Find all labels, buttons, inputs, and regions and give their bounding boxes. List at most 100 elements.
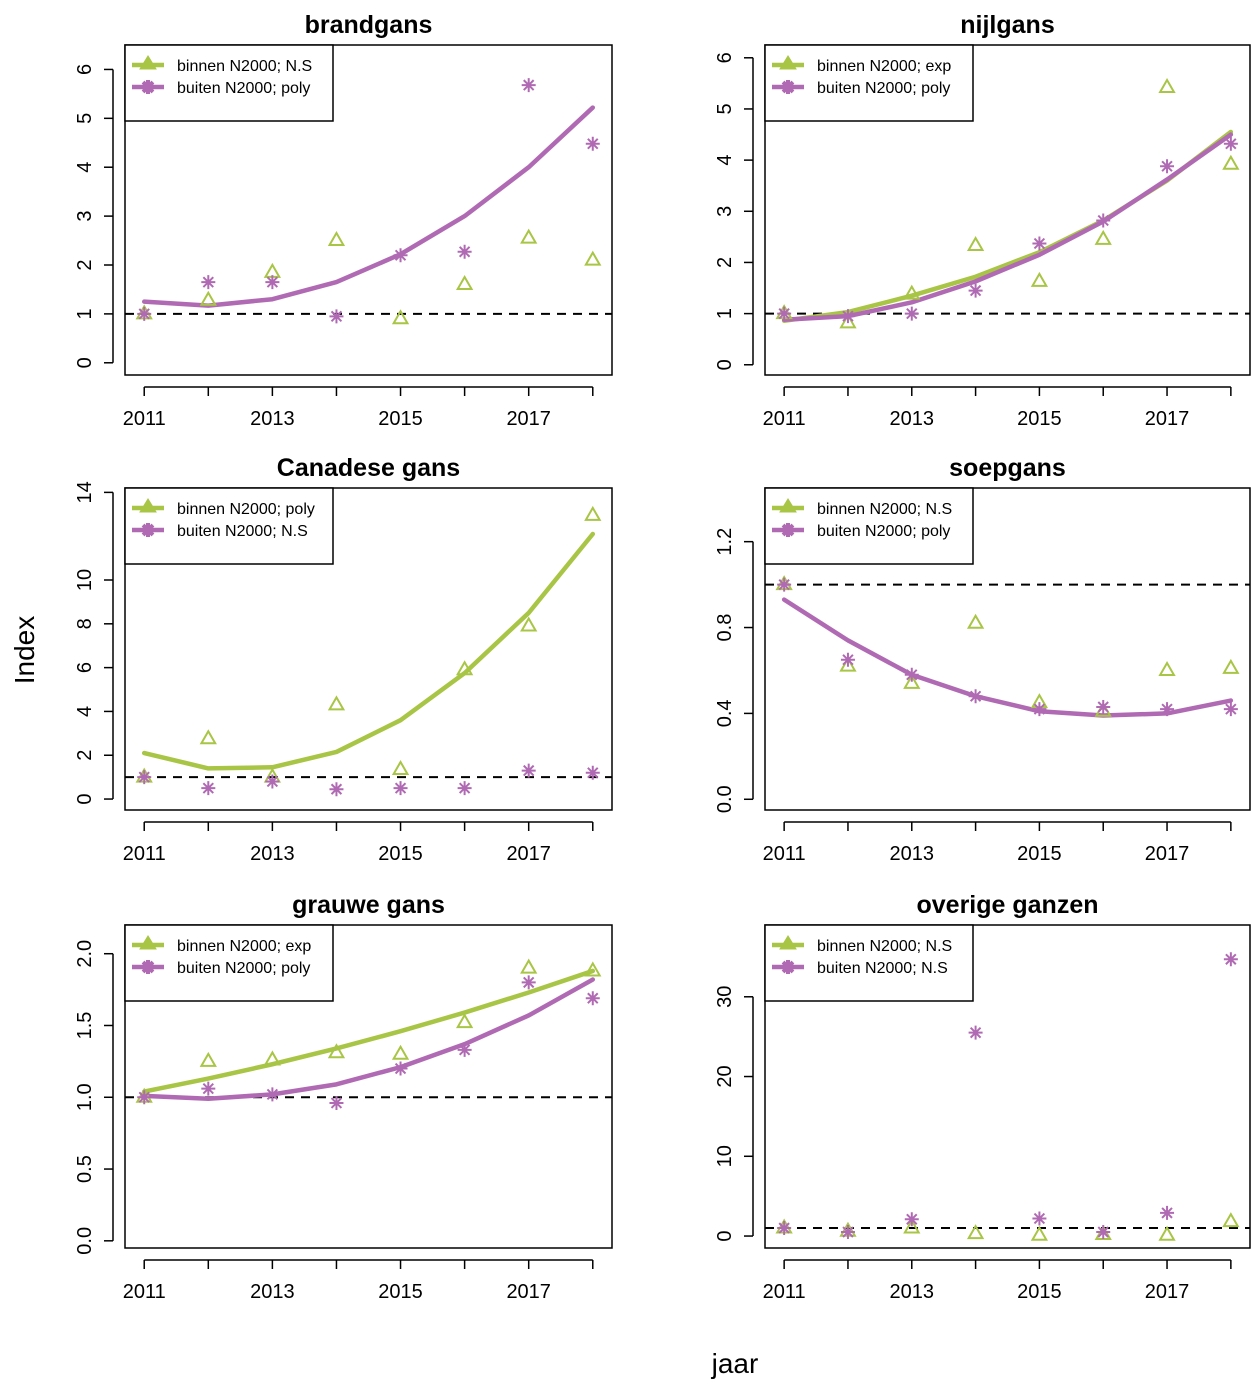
legend-box [124, 487, 334, 565]
data-point-buiten [137, 1090, 152, 1105]
chart-panel-3: Canadese gans 2011 2013 2015 2017 0 2 4 6 8 10 14 bi… [74, 454, 613, 865]
data-point-binnen [520, 958, 538, 974]
data-point-buiten [968, 1025, 983, 1040]
y-tick-label: 1 [74, 308, 96, 319]
data-point-binnen [199, 290, 217, 306]
data-point-binnen [263, 1050, 282, 1066]
y-tick-label: 0.5 [74, 1155, 96, 1183]
data-point-buiten [265, 275, 280, 290]
data-point-buiten [1160, 702, 1175, 717]
data-point-buiten [329, 1096, 344, 1111]
x-tick-label: 2017 [506, 1281, 551, 1303]
x-tick-label: 2017 [1145, 1281, 1190, 1303]
data-point-buiten [585, 991, 600, 1006]
legend-label: buiten N2000; N.S [817, 960, 948, 977]
data-point-buiten [521, 975, 536, 990]
data-point-buiten [777, 306, 792, 321]
data-point-binnen [455, 275, 474, 291]
data-point-buiten [521, 78, 536, 93]
data-point-binnen [1030, 271, 1049, 287]
chart-panel-4: soepgans 2011 2013 2015 2017 0.0 0.4 0.8 1.2 binn… [714, 454, 1251, 865]
y-tick-label: 6 [74, 662, 96, 673]
legend-label: binnen N2000; N.S [177, 58, 312, 75]
x-tick-label: 2011 [123, 408, 166, 430]
data-point-binnen [1158, 1225, 1176, 1241]
data-point-buiten [904, 667, 919, 682]
data-point-binnen [1158, 77, 1176, 93]
y-tick-label: 8 [74, 618, 96, 629]
data-point-buiten [904, 306, 919, 321]
y-tick-label: 5 [714, 103, 736, 114]
trend-line-buiten [781, 132, 1234, 322]
x-tick-label: 2013 [890, 843, 935, 865]
legend-marker-binnen [139, 498, 157, 513]
legend-marker-buiten [141, 80, 155, 94]
plot-frame [124, 44, 613, 376]
data-point-buiten [265, 1087, 280, 1102]
data-point-binnen [966, 613, 985, 629]
x-tick-label: 2017 [506, 843, 551, 865]
data-point-binnen [1094, 229, 1112, 245]
y-axis-label: Index [9, 616, 40, 685]
legend-box [124, 44, 334, 122]
data-point-buiten [585, 765, 600, 780]
legend-marker-buiten [781, 523, 795, 537]
y-tick-label: 0.0 [74, 1227, 96, 1255]
legend-marker-binnen [779, 935, 797, 950]
data-point-buiten [1032, 1211, 1047, 1226]
y-tick-label: 20 [714, 1065, 736, 1087]
plot-frame [764, 924, 1251, 1249]
y-tick-label: 0.0 [714, 785, 736, 813]
y-tick-label: 6 [74, 64, 96, 75]
data-point-binnen [327, 695, 346, 711]
data-point-binnen [1222, 1212, 1240, 1228]
x-tick-label: 2011 [763, 408, 806, 430]
y-tick-label: 2 [74, 750, 96, 761]
chart-panel-1: brandgans 2011 2013 2015 2017 0 1 2 3 4 5 6 binnen N… [74, 11, 613, 430]
data-point-buiten [1223, 952, 1238, 967]
data-point-buiten [265, 774, 280, 789]
chart-title: soepgans [949, 454, 1066, 482]
y-tick-label: 30 [714, 986, 736, 1008]
y-tick-label: 1.2 [714, 528, 736, 556]
y-tick-label: 2.0 [74, 940, 96, 968]
x-tick-label: 2015 [378, 408, 423, 430]
data-point-buiten [840, 652, 855, 667]
x-tick-label: 2017 [1145, 408, 1190, 430]
trend-line-binnen [141, 968, 596, 1094]
y-tick-label: 10 [714, 1145, 736, 1167]
data-point-binnen [455, 1013, 474, 1029]
y-tick-label: 1 [714, 308, 736, 319]
data-point-buiten [904, 1212, 919, 1227]
chart-panel-6: overige ganzen 2011 2013 2015 2017 0 10 20 30 bin… [714, 891, 1251, 1303]
x-tick-label: 2017 [506, 408, 551, 430]
y-tick-label: 4 [74, 162, 96, 173]
y-tick-label: 14 [74, 481, 96, 503]
legend-marker-buiten [141, 960, 155, 974]
data-point-binnen [584, 505, 602, 521]
legend-box [764, 44, 974, 122]
x-tick-label: 2015 [378, 843, 423, 865]
data-point-buiten [968, 689, 983, 704]
y-tick-label: 4 [714, 155, 736, 166]
legend-marker-binnen [139, 935, 157, 950]
legend-label: buiten N2000; N.S [177, 523, 308, 540]
data-point-buiten [777, 1221, 792, 1236]
data-point-buiten [1032, 236, 1047, 251]
chart-title: brandgans [305, 11, 433, 39]
data-point-buiten [1160, 1205, 1175, 1220]
data-point-buiten [457, 244, 472, 259]
data-point-buiten [1032, 702, 1047, 717]
data-point-binnen [327, 231, 346, 247]
x-axis-label: jaar [711, 1348, 759, 1379]
data-point-binnen [966, 236, 985, 252]
y-tick-label: 3 [714, 206, 736, 217]
x-tick-label: 2011 [763, 843, 806, 865]
chart-panel-2: nijlgans 2011 2013 2015 2017 0 1 2 3 4 5 6 binnen N2… [714, 11, 1251, 430]
y-tick-label: 0 [74, 793, 96, 804]
y-tick-label: 2 [74, 259, 96, 270]
y-tick-label: 5 [74, 113, 96, 124]
data-point-buiten [968, 283, 983, 298]
y-tick-label: 10 [74, 569, 96, 591]
